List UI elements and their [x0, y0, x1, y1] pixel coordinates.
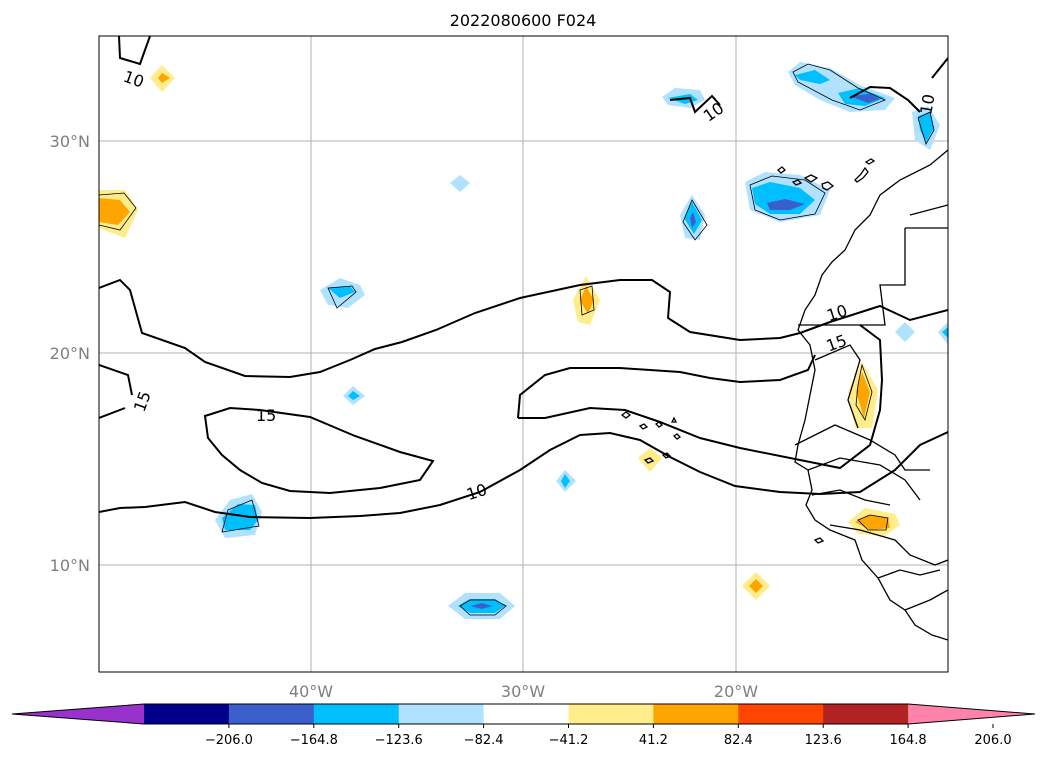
contour-label: 10: [824, 301, 849, 325]
shaded-cell: [749, 579, 763, 593]
colorbar-segment: [228, 704, 315, 724]
shaded-cell: [470, 603, 492, 609]
colorbar-segment: [823, 704, 909, 724]
colorbar-tick-label: −206.0: [205, 733, 253, 748]
thin-contours: [99, 63, 935, 616]
lat-label-20n: 20°N: [50, 344, 90, 363]
shaded-cell: [158, 73, 170, 83]
contour-label: 15: [130, 389, 155, 415]
shaded-cell: [638, 448, 662, 472]
shaded-cell: [348, 391, 360, 400]
shaded-cell: [938, 322, 948, 345]
colorbar-segment: [483, 704, 569, 724]
shaded-cell: [580, 286, 594, 314]
colorbar-extension-high: [908, 704, 1035, 724]
lat-label-10n: 10°N: [50, 556, 90, 575]
colorbar-segment: [653, 704, 739, 724]
shaded-cell: [99, 198, 130, 225]
shaded-cell: [222, 504, 258, 530]
shaded-cell: [856, 372, 870, 418]
contour-label: 15: [824, 331, 850, 356]
lat-label-30n: 30°N: [50, 132, 90, 151]
map-area: 10 10 10 10 15 15 15 10: [99, 36, 948, 672]
shaded-cell: [942, 327, 948, 338]
lon-label-40w: 40°W: [289, 682, 333, 701]
colorbar-tick-label: −164.8: [290, 733, 338, 748]
contour-label: 10: [464, 480, 489, 504]
gridlines: [99, 36, 948, 672]
colorbar-tick-label: −82.4: [464, 733, 504, 748]
colorbar-segment: [398, 704, 485, 724]
shaded-cell: [328, 286, 355, 298]
contour-label: 10: [916, 93, 938, 116]
colorbar-tick-label: 82.4: [724, 733, 753, 748]
colorbar-tick-label: −41.2: [549, 733, 589, 748]
colorbar-extension-low: [12, 704, 144, 724]
contour-label: 15: [256, 406, 276, 425]
coastline: [620, 149, 948, 641]
colorbar-tick-label: 41.2: [639, 733, 668, 748]
figure-title: 2022080600 F024: [450, 11, 597, 30]
shaded-cell: [561, 474, 570, 488]
colorbar-segment: [738, 704, 824, 724]
shaded-cell: [850, 94, 880, 103]
shaded-cell: [450, 175, 470, 192]
colorbar-tick-label: 206.0: [974, 733, 1011, 748]
lon-label-20w: 20°W: [714, 682, 758, 701]
colorbar-segment: [568, 704, 654, 724]
contour-label: 10: [121, 67, 147, 92]
colorbar: −206.0 −164.8 −123.6 −82.4 −41.2 41.2 82.4 123.…: [11, 703, 1036, 748]
contour-label-group: 10 10 10 10 15 15 15 10: [121, 67, 939, 504]
lon-label-30w: 30°W: [501, 682, 545, 701]
shaded-cell: [795, 70, 830, 84]
colorbar-tick-label: 123.6: [805, 733, 842, 748]
colorbar-segment: [144, 704, 230, 724]
shaded-cell: [767, 199, 805, 210]
shaded-cell: [895, 322, 915, 342]
shaded-cell: [690, 212, 696, 228]
map-frame: [98, 35, 949, 673]
shaded-field: [99, 62, 948, 619]
colorbar-tick-label: −123.6: [375, 733, 423, 748]
shaded-cell: [918, 112, 934, 142]
colorbar-tick-label: 164.8: [889, 733, 926, 748]
main-contours: [99, 36, 948, 520]
colorbar-segment: [313, 704, 400, 724]
colorbar-outline: [11, 703, 1036, 725]
